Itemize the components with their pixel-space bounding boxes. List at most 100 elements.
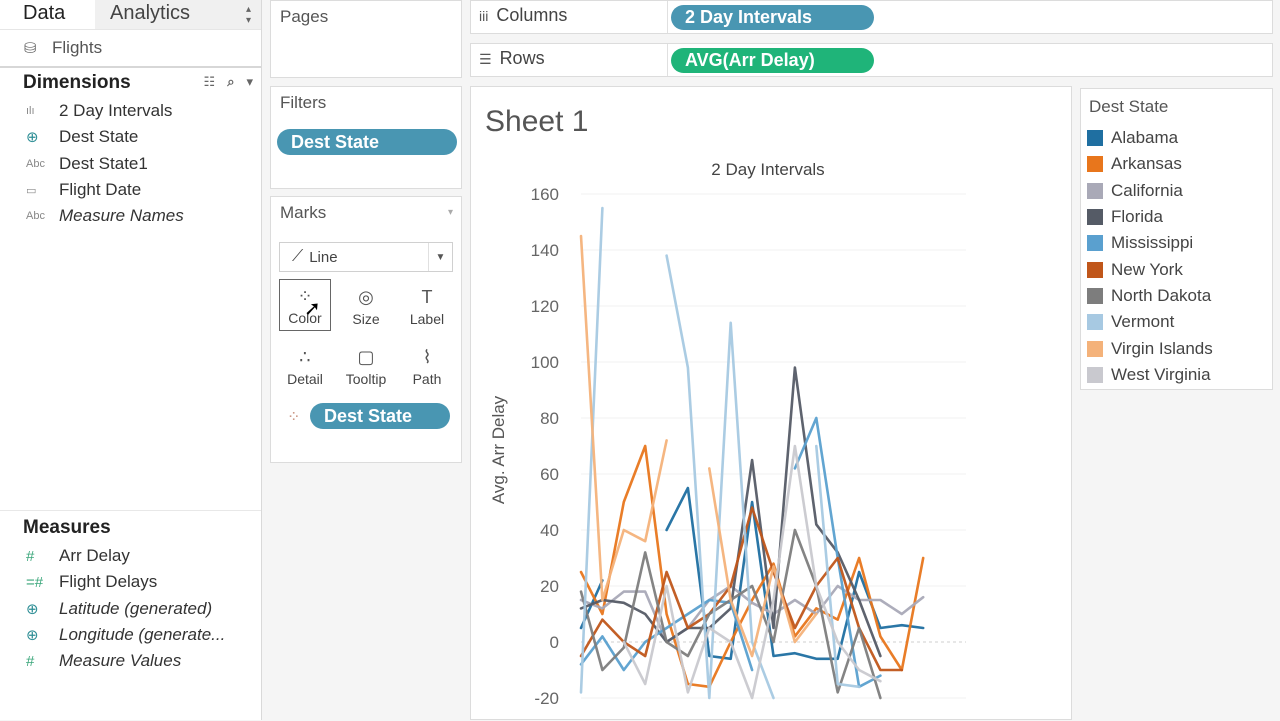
sheet-view: Sheet 1 2 Day Intervals 160 140 120 100 80 60 4… [470,86,1072,720]
field-item[interactable]: # Measure Values [0,648,261,674]
field-item[interactable]: ▭ Flight Date [0,177,261,203]
mouse-cursor-icon: ➚ [304,298,321,320]
size-mark-button[interactable]: ◎ Size [340,279,392,331]
rows-shelf[interactable]: ☰ Rows AVG(Arr Delay) [470,43,1273,77]
columns-pill[interactable]: 2 Day Intervals [671,5,874,30]
hash-icon: # [26,652,35,670]
y-tick-label: 40 [540,521,559,540]
y-axis-label: Avg. Arr Delay [489,395,508,504]
shelves-pane: Pages Filters Dest State Marks ▾ ⟋ Line … [262,0,470,720]
legend-swatch [1087,209,1103,226]
legend-label: Vermont [1111,312,1175,332]
field-item[interactable]: ⊕ Longitude (generate... [0,622,261,648]
legend-swatch [1087,340,1103,357]
datasource-item[interactable]: ⛁ Flights [0,30,261,68]
chevron-down-icon[interactable]: ▾ [246,74,253,89]
chevron-down-icon[interactable]: ▼ [428,243,452,271]
label-mark-button[interactable]: T Label [401,279,453,331]
color-pill[interactable]: Dest State [310,403,450,429]
legend-item[interactable]: Virgin Islands [1081,335,1272,361]
legend-item[interactable]: Arkansas [1081,151,1272,177]
legend-item[interactable]: California [1081,178,1272,204]
mark-type-select[interactable]: ⟋ Line ▼ [279,242,453,272]
globe-icon: ⊕ [26,129,39,147]
columns-shelf[interactable]: iii Columns 2 Day Intervals [470,0,1273,34]
data-pane: Data Analytics ▴ ▾ ⛁ Flights Dimensions ☷… [0,0,262,720]
label-icon: T [421,287,433,307]
field-item[interactable]: ⊕ Dest State [0,124,261,150]
view-list-icon[interactable]: ☷ [203,74,216,89]
columns-text: Columns [496,5,568,25]
pages-shelf[interactable]: Pages [270,0,462,78]
field-label: Longitude (generate... [59,625,226,645]
field-item[interactable]: =# Flight Delays [0,569,261,595]
legend-item[interactable]: North Dakota [1081,283,1272,309]
detail-icon: ∴ [299,347,311,367]
label-label: Label [409,311,445,327]
color-dots-icon: ⁘ [287,409,301,426]
legend-label: West Virginia [1111,364,1211,384]
detail-mark-button[interactable]: ∴ Detail [279,339,331,391]
globe-icon: ⊕ [26,600,39,618]
legend-swatch [1087,235,1103,252]
legend-item[interactable]: New York [1081,256,1272,282]
legend-label: Virgin Islands [1111,338,1213,358]
field-item[interactable]: Abc Dest State1 [0,151,261,177]
field-label: 2 Day Intervals [59,101,173,121]
legend-item[interactable]: Alabama [1081,125,1272,151]
field-item[interactable]: ılı 2 Day Intervals [0,98,261,124]
line-chart[interactable]: 2 Day Intervals 160 140 120 100 80 60 40 20 0 -20 A… [471,87,1073,721]
field-item[interactable]: Abc Measure Names [0,203,261,229]
shelf-divider [667,1,668,33]
series-line [665,254,775,700]
tab-data[interactable]: Data [23,2,66,24]
abc-icon: Abc [26,210,45,223]
field-label: Flight Delays [59,572,158,592]
path-mark-button[interactable]: ⌇ Path [401,339,453,391]
measures-list: # Arr Delay =# Flight Delays ⊕ Latitude (gene… [0,543,261,674]
field-label: Dest State1 [59,153,148,173]
series-line [579,366,882,658]
collapse-arrows-icon[interactable]: ▴ ▾ [245,4,251,26]
legend-swatch [1087,261,1103,278]
series-line [579,584,925,644]
legend-item[interactable]: Vermont [1081,309,1272,335]
legend-swatch [1087,366,1103,383]
legend-item[interactable]: Mississippi [1081,230,1272,256]
hash-icon: =# [26,573,44,591]
search-icon[interactable]: ⌕ [227,74,235,89]
field-label: Latitude (generated) [59,598,213,618]
abc-icon: Abc [26,157,45,170]
detail-label: Detail [287,371,323,387]
legend-label: North Dakota [1111,285,1212,305]
color-legend: Dest State Alabama Arkansas California Flor… [1080,88,1273,390]
y-tick-label: 100 [531,353,559,372]
tooltip-icon: ▢ [357,347,375,367]
tooltip-mark-button[interactable]: ▢ Tooltip [340,339,392,391]
legend-label: Alabama [1111,128,1179,148]
dimensions-list: ılı 2 Day Intervals ⊕ Dest State Abc Dest Sta… [0,98,261,229]
filter-pill[interactable]: Dest State [277,129,457,155]
tab-analytics[interactable]: Analytics ▴ ▾ [95,0,261,29]
rows-icon: ☰ [479,51,492,67]
field-item[interactable]: ⊕ Latitude (generated) [0,596,261,622]
legend-item[interactable]: West Virginia [1081,362,1272,388]
field-item[interactable]: # Arr Delay [0,543,261,569]
rows-label: ☰ Rows [479,48,545,69]
y-tick-label: 160 [531,185,559,204]
filters-shelf[interactable]: Filters Dest State [270,86,462,189]
legend-swatch [1087,287,1103,304]
series-line [579,506,904,672]
series-line [622,444,882,700]
marks-menu-icon[interactable]: ▾ [447,207,453,218]
legend-item[interactable]: Florida [1081,204,1272,230]
rows-pill[interactable]: AVG(Arr Delay) [671,48,874,73]
datasource-label: Flights [52,38,103,57]
y-tick-label: 140 [531,241,559,260]
series-line [708,467,818,658]
pages-title: Pages [280,7,329,26]
color-mark-button[interactable]: ⁘ Color [279,279,331,331]
legend-label: Arkansas [1111,154,1182,174]
datasource-icon: ⛁ [24,40,37,57]
hash-icon: # [26,547,35,565]
